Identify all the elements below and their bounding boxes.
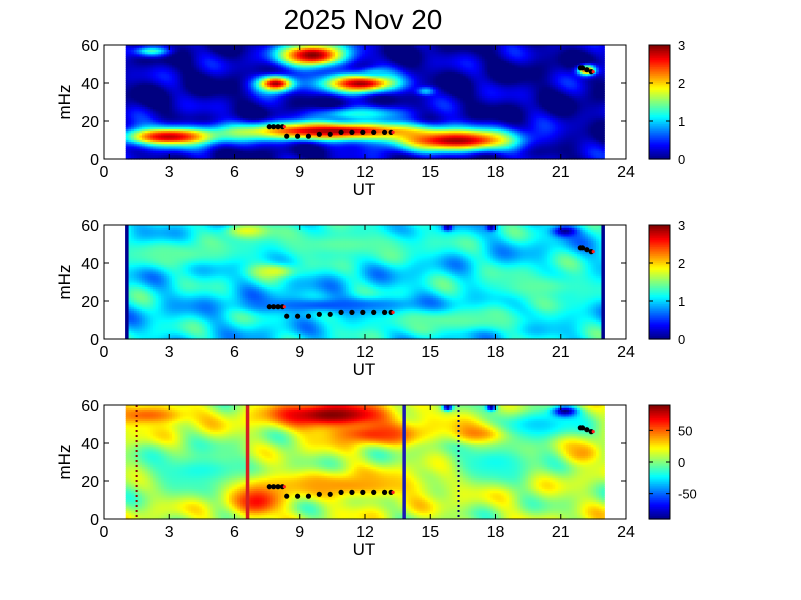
chart-title: 2025 Nov 20 [284,4,443,35]
heatmap [126,45,605,160]
